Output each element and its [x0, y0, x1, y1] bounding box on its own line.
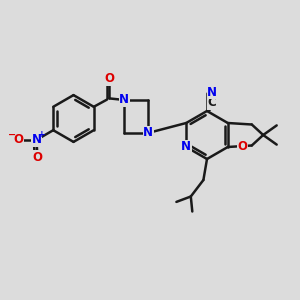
Text: −: − [8, 129, 16, 140]
Text: C: C [207, 96, 216, 109]
Text: O: O [104, 72, 114, 86]
Text: N: N [207, 85, 217, 99]
Text: O: O [32, 151, 42, 164]
Text: +: + [38, 130, 46, 139]
Text: N: N [143, 126, 153, 140]
Text: N: N [181, 140, 191, 154]
Text: O: O [237, 140, 247, 153]
Text: O: O [14, 133, 24, 146]
Text: N: N [32, 133, 42, 146]
Text: N: N [119, 93, 129, 106]
